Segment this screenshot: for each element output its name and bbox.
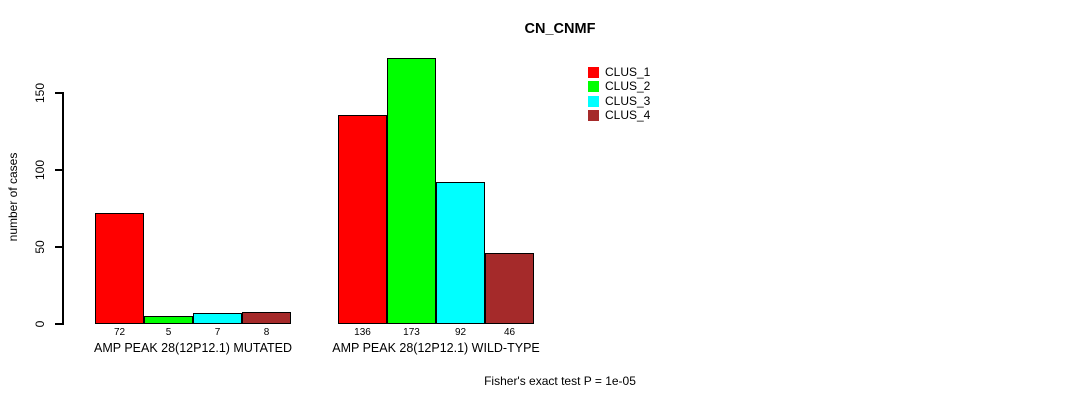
y-tick-mark <box>55 92 63 94</box>
legend-item-clus_1: CLUS_1 <box>588 66 650 78</box>
bar-clus_2-mutated <box>144 316 193 324</box>
legend-label: CLUS_4 <box>605 108 651 122</box>
y-tick-mark <box>55 323 63 325</box>
legend-swatch <box>588 81 599 92</box>
bar-value-label: 136 <box>354 327 371 338</box>
y-tick-label: 100 <box>33 159 47 181</box>
legend-label: CLUS_2 <box>605 79 651 93</box>
bar-value-label: 72 <box>113 327 126 338</box>
legend-swatch <box>588 110 599 121</box>
y-tick-mark <box>55 246 63 248</box>
bar-clus_1-mutated <box>95 213 144 324</box>
bar-clus_4-wild-type <box>485 253 534 324</box>
bar-value-label: 8 <box>263 327 270 338</box>
y-axis-line <box>62 92 64 325</box>
legend-swatch <box>588 95 599 107</box>
bar-value-label: 46 <box>503 327 516 338</box>
y-axis-title: number of cases <box>6 152 20 242</box>
bar-clus_3-mutated <box>193 313 242 324</box>
legend-label: CLUS_1 <box>605 64 651 79</box>
y-tick-label: 0 <box>33 320 47 328</box>
bar-clus_4-mutated <box>242 311 291 324</box>
bar-clus_2-wild-type <box>387 57 436 324</box>
legend-item-clus_4: CLUS_4 <box>588 108 651 122</box>
bar-clus_3-wild-type <box>436 182 485 324</box>
x-category-label: AMP PEAK 28(12P12.1) MUTATED <box>94 341 292 355</box>
y-tick-label: 150 <box>33 82 47 104</box>
bar-value-label: 173 <box>403 327 420 338</box>
chart-title: CN_CNMF <box>524 21 596 37</box>
bar-value-label: 92 <box>454 327 467 338</box>
y-tick-label: 50 <box>33 240 47 254</box>
legend-label: CLUS_3 <box>605 93 651 108</box>
legend-item-clus_2: CLUS_2 <box>588 79 651 93</box>
y-tick-mark <box>55 169 63 171</box>
legend-item-clus_3: CLUS_3 <box>588 95 650 107</box>
annotation-text: Fisher's exact test P = 1e-05 <box>484 374 636 388</box>
bar-value-label: 5 <box>165 327 172 338</box>
bar-value-label: 7 <box>214 327 221 338</box>
x-category-label: AMP PEAK 28(12P12.1) WILD-TYPE <box>332 341 540 355</box>
bar-clus_1-wild-type <box>338 114 387 324</box>
legend-swatch <box>588 66 599 78</box>
